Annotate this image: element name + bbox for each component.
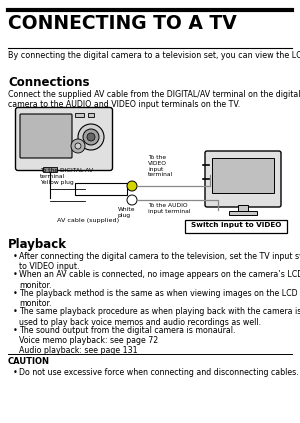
Bar	[238, 205, 248, 211]
Bar	[75, 113, 84, 117]
Circle shape	[78, 124, 104, 150]
Text: CONNECTING TO A TV: CONNECTING TO A TV	[8, 14, 237, 33]
Text: •: •	[13, 307, 18, 316]
Text: •: •	[13, 252, 18, 261]
Text: •: •	[13, 289, 18, 298]
FancyBboxPatch shape	[16, 107, 112, 170]
Bar	[88, 113, 94, 117]
Text: After connecting the digital camera to the television, set the TV input switch
t: After connecting the digital camera to t…	[19, 252, 300, 272]
Bar	[229, 211, 257, 215]
Text: The sound output from the digital camera is monaural.
Voice memo playback: see p: The sound output from the digital camera…	[19, 326, 236, 355]
Text: The playback method is the same as when viewing images on the LCD
monitor.: The playback method is the same as when …	[19, 289, 298, 308]
Text: The same playback procedure as when playing back with the camera is
used to play: The same playback procedure as when play…	[19, 307, 300, 327]
Text: •: •	[13, 326, 18, 335]
Circle shape	[71, 139, 85, 153]
Text: By connecting the digital camera to a television set, you can view the LCD monit: By connecting the digital camera to a te…	[8, 51, 300, 60]
Bar	[185, 220, 287, 233]
Text: CAUTION: CAUTION	[8, 357, 50, 366]
Text: To the AUDIO
input terminal: To the AUDIO input terminal	[148, 203, 190, 214]
FancyBboxPatch shape	[20, 114, 72, 158]
Text: •: •	[13, 368, 18, 377]
Text: To the
VIDEO
input
terminal: To the VIDEO input terminal	[148, 155, 173, 177]
Bar	[43, 167, 57, 172]
Bar	[75, 183, 127, 195]
Circle shape	[83, 129, 99, 145]
Text: White
plug: White plug	[118, 207, 136, 218]
Text: Do not use excessive force when connecting and disconnecting cables.: Do not use excessive force when connecti…	[19, 368, 299, 377]
Text: Connect the supplied AV cable from the DIGITAL/AV terminal on the digital
camera: Connect the supplied AV cable from the D…	[8, 90, 300, 110]
Text: Switch input to VIDEO: Switch input to VIDEO	[191, 222, 281, 228]
Circle shape	[127, 195, 137, 205]
Circle shape	[127, 181, 137, 191]
Circle shape	[75, 143, 81, 149]
Bar	[212, 158, 274, 193]
FancyBboxPatch shape	[205, 151, 281, 207]
Text: To the DIGITAL AV
terminal
Yellow plug: To the DIGITAL AV terminal Yellow plug	[40, 168, 93, 184]
Text: When an AV cable is connected, no image appears on the camera’s LCD
monitor.: When an AV cable is connected, no image …	[19, 270, 300, 290]
Text: AV cable (supplied): AV cable (supplied)	[57, 218, 119, 223]
Text: •: •	[13, 270, 18, 280]
Circle shape	[87, 133, 95, 141]
Text: Playback: Playback	[8, 238, 67, 251]
Text: Connections: Connections	[8, 76, 89, 89]
